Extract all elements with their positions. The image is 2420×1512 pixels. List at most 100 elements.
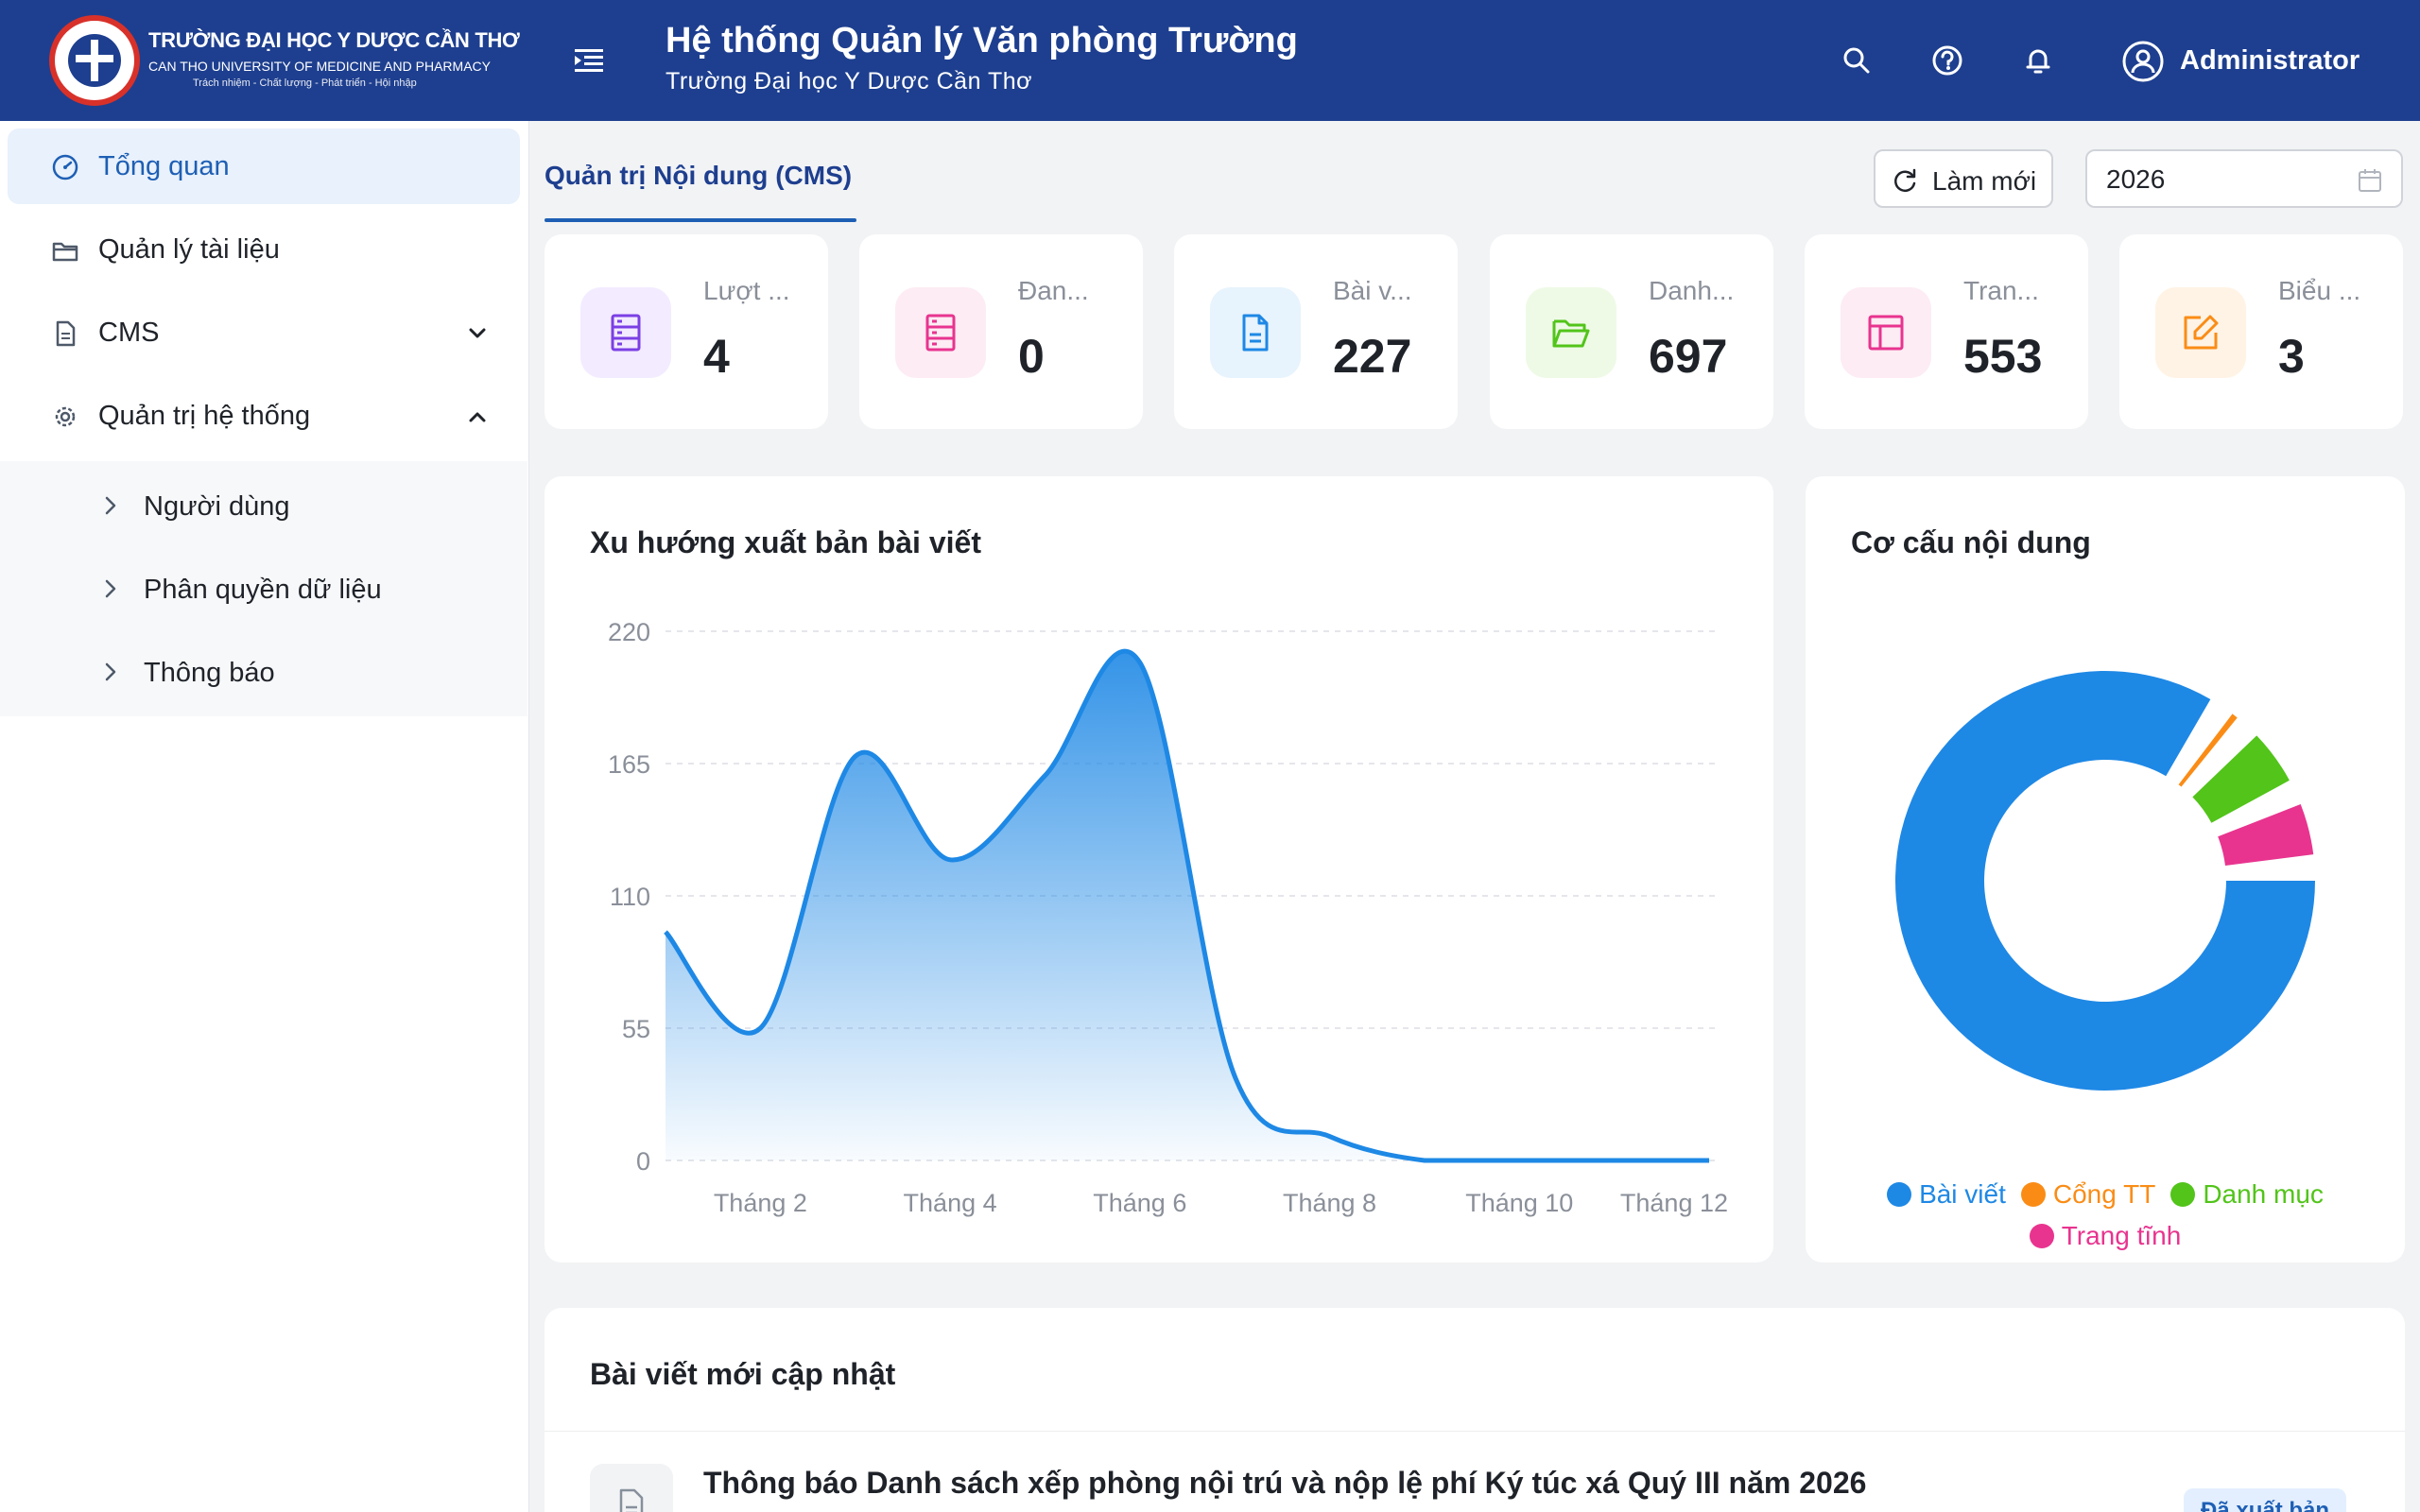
menu-fold-icon[interactable] bbox=[573, 45, 605, 76]
legend-dot bbox=[2170, 1182, 2196, 1207]
legend-label: Danh mục bbox=[2203, 1179, 2324, 1209]
donut-slice[interactable] bbox=[2178, 713, 2238, 787]
y-tick-label: 0 bbox=[636, 1147, 650, 1176]
year-picker[interactable] bbox=[2085, 149, 2403, 208]
x-tick-label: Tháng 12 bbox=[1620, 1189, 1728, 1217]
y-tick-label: 110 bbox=[610, 883, 650, 911]
legend-item[interactable]: Trang tĩnh bbox=[2029, 1215, 2181, 1257]
tab-cms-admin[interactable]: Quản trị Nội dung (CMS) bbox=[544, 161, 853, 190]
layout-icon bbox=[1841, 287, 1931, 378]
panel-title: Bài viết mới cập nhật bbox=[590, 1357, 896, 1391]
trend-point[interactable] bbox=[853, 753, 858, 759]
content-structure-panel: Cơ cấu nội dung Bài viết Cổng TT Danh mục T… bbox=[1806, 476, 2405, 1263]
calendar-icon[interactable] bbox=[2356, 166, 2384, 195]
year-input[interactable] bbox=[2106, 163, 2333, 197]
status-badge: Đã xuất bản bbox=[2184, 1488, 2347, 1512]
x-tick-label: Tháng 8 bbox=[1283, 1189, 1376, 1217]
trend-point[interactable] bbox=[947, 857, 953, 863]
chevron-right-icon bbox=[105, 579, 116, 598]
stat-label: Bài v... bbox=[1333, 276, 1412, 305]
chevron-down-icon[interactable] bbox=[465, 321, 490, 346]
stat-value: 0 bbox=[1018, 330, 1045, 383]
list-item[interactable]: Thông báo Danh sách xếp phòng nội trú và… bbox=[544, 1431, 2405, 1512]
stat-card-static-pages[interactable]: Tran... 553 bbox=[1805, 234, 2088, 429]
donut-slice[interactable] bbox=[1895, 671, 2315, 1091]
x-tick-label: Tháng 6 bbox=[1093, 1189, 1186, 1217]
panel-title: Cơ cấu nội dung bbox=[1851, 525, 2091, 559]
y-tick-label: 165 bbox=[608, 750, 650, 779]
trend-point[interactable] bbox=[1042, 773, 1047, 779]
sidebar-item-system-admin[interactable]: Quản trị hệ thống bbox=[8, 378, 520, 454]
sidebar-subitem-label: Thông báo bbox=[144, 658, 275, 688]
donut-slice[interactable] bbox=[2192, 735, 2290, 823]
dashboard-icon bbox=[52, 154, 78, 180]
legend-item[interactable]: Danh mục bbox=[2170, 1174, 2324, 1215]
trend-point[interactable] bbox=[1422, 1158, 1427, 1163]
bell-icon[interactable] bbox=[2019, 42, 2057, 79]
server-icon bbox=[580, 287, 671, 378]
sidebar-item-documents[interactable]: Quản lý tài liệu bbox=[8, 212, 520, 287]
stat-label: Tran... bbox=[1963, 276, 2039, 305]
stat-card-views[interactable]: Lượt ... 4 bbox=[544, 234, 828, 429]
sidebar: Tổng quan Quản lý tài liệu CMS Quản trị … bbox=[0, 121, 529, 1512]
sidebar-subitem-users[interactable]: Người dùng bbox=[0, 469, 527, 544]
org-motto: Trách nhiệm - Chất lượng - Phát triển - … bbox=[193, 77, 417, 89]
chevron-up-icon[interactable] bbox=[465, 404, 490, 429]
refresh-icon bbox=[1894, 168, 1916, 193]
panel-title: Xu hướng xuất bản bài viết bbox=[590, 525, 981, 559]
legend-item[interactable]: Cổng TT bbox=[2020, 1174, 2155, 1215]
stat-label: Danh... bbox=[1649, 276, 1735, 305]
y-tick-label: 55 bbox=[622, 1015, 650, 1043]
org-name: TRƯỜNG ĐẠI HỌC Y DƯỢC CẦN THƠ bbox=[148, 28, 520, 52]
trend-point[interactable] bbox=[1612, 1158, 1617, 1163]
stat-label: Lượt ... bbox=[703, 276, 790, 305]
folder-open-icon bbox=[1526, 287, 1616, 378]
stat-card-pending[interactable]: Đan... 0 bbox=[859, 234, 1143, 429]
sidebar-subitem-data-permissions[interactable]: Phân quyền dữ liệu bbox=[0, 552, 527, 627]
trend-point[interactable] bbox=[1327, 1134, 1333, 1140]
sidebar-item-overview[interactable]: Tổng quan bbox=[8, 129, 520, 204]
document-icon bbox=[1210, 287, 1301, 378]
stat-value: 697 bbox=[1649, 330, 1728, 383]
stat-card-categories[interactable]: Danh... 697 bbox=[1490, 234, 1773, 429]
trend-point[interactable] bbox=[1137, 660, 1143, 665]
x-tick-label: Tháng 2 bbox=[714, 1189, 807, 1217]
content-structure-donut-chart bbox=[1895, 671, 2315, 1091]
legend-label: Bài viết bbox=[1919, 1179, 2006, 1209]
refresh-label: Làm mới bbox=[1932, 166, 2037, 196]
stat-card-forms[interactable]: Biểu ... 3 bbox=[2119, 234, 2403, 429]
latest-articles-panel: Bài viết mới cập nhật Thông báo Danh sác… bbox=[544, 1308, 2405, 1512]
user-name[interactable]: Administrator bbox=[2180, 45, 2360, 76]
stat-label: Biểu ... bbox=[2278, 276, 2361, 305]
edit-icon bbox=[2155, 287, 2246, 378]
sidebar-item-label: CMS bbox=[98, 318, 160, 348]
trend-point[interactable] bbox=[1706, 1158, 1712, 1163]
trend-area bbox=[666, 651, 1709, 1160]
stat-card-articles[interactable]: Bài v... 227 bbox=[1174, 234, 1458, 429]
user-icon[interactable] bbox=[2121, 40, 2165, 83]
chevron-right-icon bbox=[105, 496, 116, 515]
search-icon[interactable] bbox=[1838, 42, 1876, 79]
trend-point[interactable] bbox=[1232, 1074, 1237, 1079]
server-icon bbox=[895, 287, 986, 378]
sidebar-subitem-notifications[interactable]: Thông báo bbox=[0, 635, 527, 711]
publishing-trend-chart: 0 55 110 165 220 Tháng 2 Tháng 4 Tháng 6 Tháng 8… bbox=[608, 618, 1728, 1217]
sidebar-subitem-label: Người dùng bbox=[144, 491, 290, 522]
refresh-button[interactable]: Làm mới bbox=[1874, 149, 2053, 208]
gear-icon bbox=[55, 406, 76, 427]
x-tick-label: Tháng 10 bbox=[1465, 1189, 1573, 1217]
legend-item[interactable]: Bài viết bbox=[1887, 1174, 2006, 1215]
donut-slice[interactable] bbox=[2218, 804, 2314, 866]
trend-point[interactable] bbox=[757, 1025, 763, 1031]
university-logo[interactable] bbox=[49, 15, 140, 106]
trend-line bbox=[664, 648, 1709, 1163]
trend-point[interactable] bbox=[1516, 1158, 1522, 1163]
help-icon[interactable] bbox=[1928, 42, 1966, 79]
article-title[interactable]: Thông báo Danh sách xếp phòng nội trú và… bbox=[703, 1466, 1867, 1500]
trend-point[interactable] bbox=[663, 929, 668, 935]
publishing-trend-panel: Xu hướng xuất bản bài viết 0 55 110 165 220 T… bbox=[544, 476, 1773, 1263]
app-title: Hệ thống Quản lý Văn phòng Trường bbox=[666, 21, 1298, 60]
top-header: TRƯỜNG ĐẠI HỌC Y DƯỢC CẦN THƠ CAN THO UN… bbox=[0, 0, 2420, 121]
stat-value: 553 bbox=[1963, 330, 2043, 383]
sidebar-item-cms[interactable]: CMS bbox=[8, 295, 520, 370]
